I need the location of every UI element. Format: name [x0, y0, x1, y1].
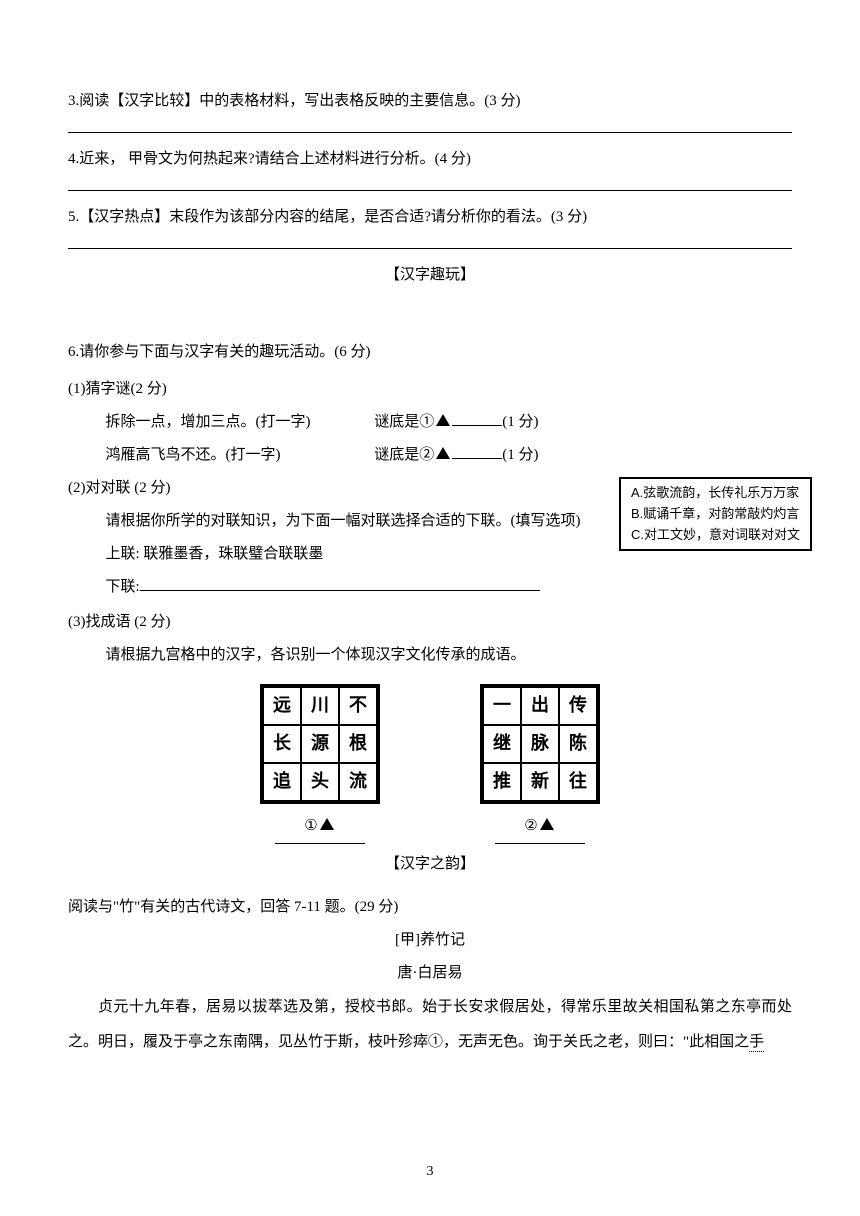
page-number: 3 [0, 1157, 860, 1188]
grid-container: 远 川 不 长 源 根 追 头 流 ① 一 出 传 继 脉 陈 推 新 往 ② [68, 684, 792, 844]
question-4: 4.近来， 甲骨文为何热起来?请结合上述材料进行分析。(4 分) [68, 143, 792, 176]
section-fun-title: 【汉字趣玩】 [68, 259, 792, 292]
q6-part1-label: (1)猜字谜(2 分) [68, 373, 792, 406]
answer-line-q4[interactable] [68, 190, 792, 191]
triangle-icon [320, 818, 334, 830]
article-author: 唐·白居易 [68, 957, 792, 990]
option-a[interactable]: A.弦歌流韵，长传礼乐万万家 [631, 483, 800, 504]
option-c[interactable]: C.对工文妙，意对词联对对文 [631, 525, 800, 546]
question-3: 3.阅读【汉字比较】中的表格材料，写出表格反映的主要信息。(3 分) [68, 85, 792, 118]
option-box: A.弦歌流韵，长传礼乐万万家 B.赋诵千章，对韵常敲灼灼言 C.对工文妙，意对词… [619, 477, 812, 551]
answer-line-q3[interactable] [68, 132, 792, 133]
grid1-answer[interactable]: ① [275, 810, 365, 844]
lower-couplet: 下联: [68, 571, 792, 604]
answer-blank-1[interactable] [452, 411, 502, 426]
q6-part3-label: (3)找成语 (2 分) [68, 606, 792, 639]
dotted-word: 手 [749, 1034, 764, 1052]
q3-text: 3.阅读【汉字比较】中的表格材料，写出表格反映的主要信息。(3 分) [68, 93, 521, 109]
q6-intro: 6.请你参与下面与汉字有关的趣玩活动。(6 分) [68, 344, 371, 360]
triangle-icon [436, 414, 450, 426]
section-rhyme-title: 【汉字之韵】 [68, 848, 792, 881]
article-paragraph: 贞元十九年春，居易以拔萃选及第，授校书郎。始于长安求假居处，得常乐里故关相国私第… [68, 990, 792, 1059]
answer-line-q5[interactable] [68, 248, 792, 249]
article-title: [甲]养竹记 [68, 924, 792, 957]
lower-couplet-blank[interactable] [140, 576, 540, 591]
q5-text: 5.【汉字热点】末段作为该部分内容的结尾，是否合适?请分析你的看法。(3 分) [68, 209, 587, 225]
answer-blank-2[interactable] [452, 444, 502, 459]
grid-1: 远 川 不 长 源 根 追 头 流 [260, 684, 380, 804]
riddle-2: 鸿雁高飞鸟不还。(打一字) 谜底是②(1 分) [68, 439, 792, 472]
triangle-icon [436, 447, 450, 459]
grid-2: 一 出 传 继 脉 陈 推 新 往 [480, 684, 600, 804]
question-6: 6.请你参与下面与汉字有关的趣玩活动。(6 分) [68, 336, 792, 369]
idiom-instruction: 请根据九宫格中的汉字，各识别一个体现汉字文化传承的成语。 [68, 639, 792, 672]
grid2-answer[interactable]: ② [495, 810, 585, 844]
option-b[interactable]: B.赋诵千章，对韵常敲灼灼言 [631, 504, 800, 525]
question-5: 5.【汉字热点】末段作为该部分内容的结尾，是否合适?请分析你的看法。(3 分) [68, 201, 792, 234]
triangle-icon [540, 818, 554, 830]
rhyme-intro: 阅读与"竹"有关的古代诗文，回答 7-11 题。(29 分) [68, 891, 792, 924]
riddle-1: 拆除一点，增加三点。(打一字) 谜底是①(1 分) [68, 406, 792, 439]
q4-text: 4.近来， 甲骨文为何热起来?请结合上述材料进行分析。(4 分) [68, 151, 471, 167]
